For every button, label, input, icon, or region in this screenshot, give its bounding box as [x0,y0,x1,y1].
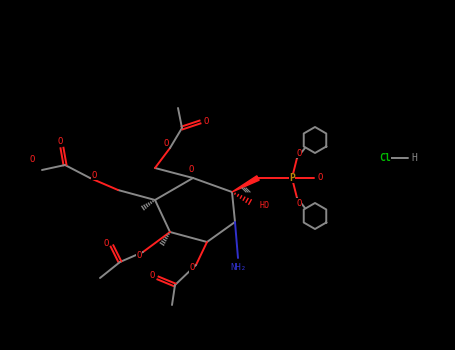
Text: O: O [149,272,155,280]
Text: O: O [57,136,63,146]
Text: HO: HO [260,202,270,210]
Polygon shape [232,176,259,192]
Text: O: O [203,118,209,126]
Text: O: O [317,174,323,182]
Text: O: O [296,198,302,208]
Text: O: O [163,139,169,147]
Text: H: H [411,153,417,163]
Text: NH₂: NH₂ [230,263,246,272]
Text: O: O [189,264,195,273]
Text: P: P [289,173,295,183]
Text: O: O [296,148,302,158]
Text: Cl: Cl [379,153,391,163]
Text: O: O [188,166,194,175]
Text: O: O [91,170,96,180]
Text: O: O [103,238,109,247]
Text: O: O [136,251,142,259]
Text: O: O [29,155,35,164]
